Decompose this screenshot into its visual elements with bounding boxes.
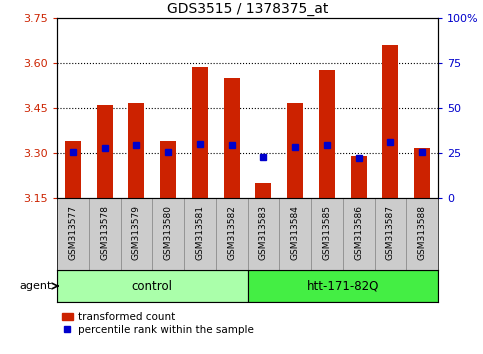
Text: GSM313584: GSM313584 xyxy=(291,205,299,260)
Bar xyxy=(351,156,367,198)
Bar xyxy=(97,105,113,198)
Bar xyxy=(152,198,184,270)
Bar xyxy=(383,45,398,198)
Text: GSM313585: GSM313585 xyxy=(322,205,331,260)
Bar xyxy=(279,198,311,270)
Text: GSM313581: GSM313581 xyxy=(196,205,204,260)
Bar xyxy=(343,198,374,270)
Text: GSM313580: GSM313580 xyxy=(164,205,172,260)
Text: GSM313583: GSM313583 xyxy=(259,205,268,260)
Bar xyxy=(160,141,176,198)
Bar xyxy=(224,78,240,198)
Text: agent: agent xyxy=(20,281,52,291)
Bar xyxy=(247,198,279,270)
Text: control: control xyxy=(132,280,173,292)
Bar xyxy=(247,270,438,302)
Bar xyxy=(89,198,120,270)
Bar xyxy=(184,198,216,270)
Bar xyxy=(192,68,208,198)
Bar xyxy=(414,148,430,198)
Title: GDS3515 / 1378375_at: GDS3515 / 1378375_at xyxy=(167,1,328,16)
Text: GSM313588: GSM313588 xyxy=(418,205,426,260)
Bar xyxy=(319,70,335,198)
Text: GSM313586: GSM313586 xyxy=(354,205,363,260)
Bar xyxy=(57,198,89,270)
Bar xyxy=(311,198,343,270)
Bar xyxy=(256,183,271,198)
Bar xyxy=(287,103,303,198)
Bar xyxy=(216,198,247,270)
Bar xyxy=(406,198,438,270)
Text: GSM313579: GSM313579 xyxy=(132,205,141,260)
Text: GSM313577: GSM313577 xyxy=(69,205,77,260)
Bar xyxy=(374,198,406,270)
Bar xyxy=(120,198,152,270)
Bar xyxy=(65,141,81,198)
Bar xyxy=(57,270,247,302)
Legend: transformed count, percentile rank within the sample: transformed count, percentile rank withi… xyxy=(62,312,254,335)
Bar xyxy=(128,103,144,198)
Text: GSM313587: GSM313587 xyxy=(386,205,395,260)
Text: htt-171-82Q: htt-171-82Q xyxy=(307,280,379,292)
Text: GSM313582: GSM313582 xyxy=(227,205,236,260)
Text: GSM313578: GSM313578 xyxy=(100,205,109,260)
